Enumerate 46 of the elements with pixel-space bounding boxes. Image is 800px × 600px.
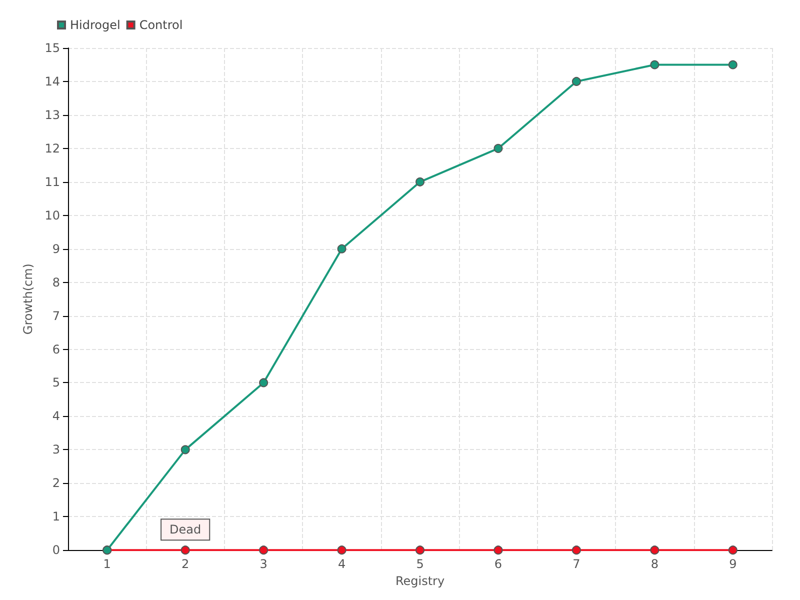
y-tick-label: 12	[44, 141, 60, 156]
y-tick-label: 2	[52, 476, 60, 490]
point	[259, 546, 268, 555]
y-tick-label: 3	[52, 442, 60, 457]
y-tick-label: 14	[44, 74, 60, 88]
y-tick-label: 1	[52, 510, 60, 524]
x-tick-label: 5	[416, 557, 424, 572]
point	[728, 60, 738, 70]
x-tick-label: 7	[572, 557, 580, 572]
point	[180, 445, 190, 454]
x-tick-label: 2	[182, 557, 190, 572]
point	[650, 60, 660, 70]
y-tick-label: 0	[52, 543, 60, 558]
legend-label: Hidrogel	[70, 18, 120, 32]
x-axis-title: Registry	[395, 574, 445, 588]
point	[416, 177, 424, 186]
x-tick-label: 8	[650, 557, 658, 572]
point	[650, 546, 660, 555]
y-tick-label: 11	[44, 174, 60, 189]
y-tick-label: 4	[52, 409, 60, 424]
y-tick-label: 10	[44, 208, 60, 222]
point	[494, 144, 503, 153]
y-tick-label: 9	[52, 242, 60, 256]
point	[337, 546, 346, 555]
x-tick-label: 3	[260, 557, 268, 572]
annotation: Dead	[170, 522, 202, 537]
point	[728, 546, 738, 555]
y-tick-label: 6	[52, 342, 60, 356]
point	[180, 546, 190, 555]
y-tick-label: 13	[44, 108, 60, 122]
y-tick-label: 8	[52, 275, 60, 290]
y-axis-title: Growth(cm)	[20, 264, 35, 335]
y-tick-label: 5	[52, 376, 60, 390]
y-tick-label: 7	[52, 308, 60, 323]
point	[494, 546, 503, 555]
legend-label: Control	[139, 18, 183, 32]
point	[416, 546, 424, 555]
point	[259, 378, 268, 388]
y-tick-label: 15	[44, 41, 60, 55]
x-tick-label: 1	[103, 557, 111, 572]
x-tick-label: 9	[729, 557, 737, 572]
x-tick-label: 6	[494, 557, 502, 572]
point	[337, 244, 346, 254]
point	[572, 546, 581, 555]
x-tick-label: 4	[338, 557, 346, 572]
point	[572, 76, 581, 86]
